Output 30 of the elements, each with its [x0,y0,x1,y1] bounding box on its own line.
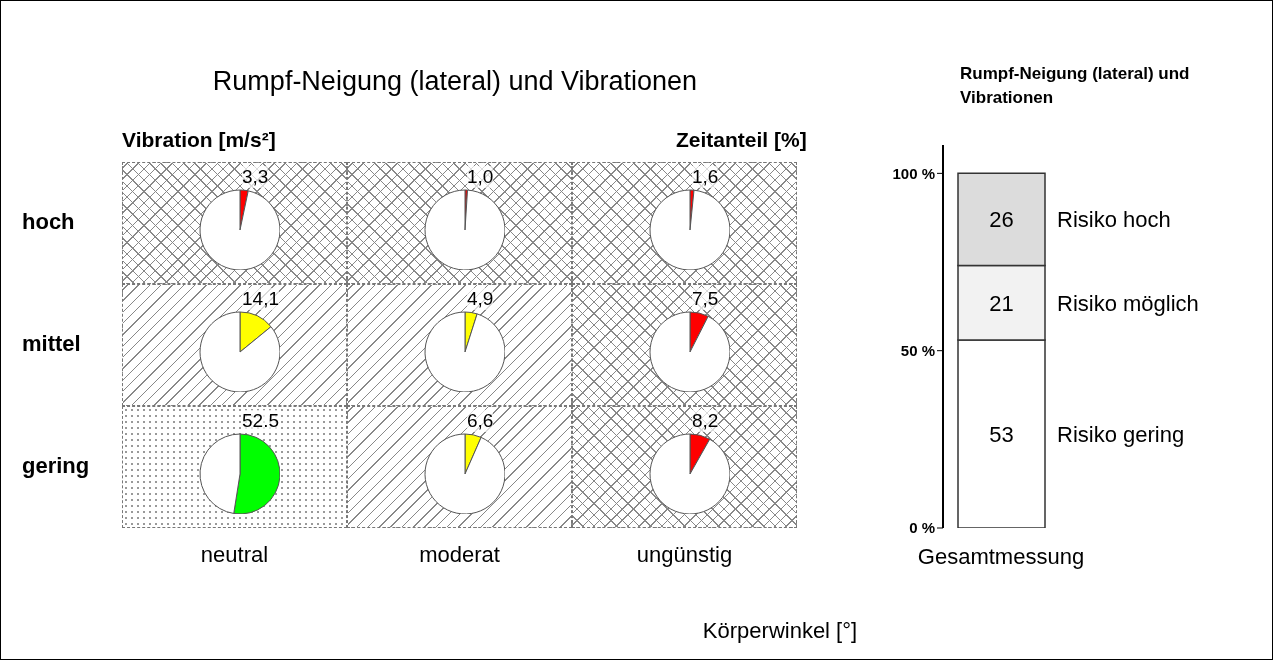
y-tick-label: 0 % [909,519,935,537]
data-label: 7,5 [692,288,719,310]
text: Körperwinkel [°] [701,618,859,644]
series-label: Risiko möglich [1057,290,1199,316]
data-label: 1,6 [692,166,719,188]
category-label: moderat [418,542,501,568]
text: Rumpf-Neigung (lateral) und Vibrationen [211,66,699,97]
category-label: ungünstig [635,542,734,568]
data-label: 3,3 [242,166,269,188]
data-label: 6,6 [467,410,494,432]
series-label: Risiko gering [1057,421,1185,447]
data-label: 21 [989,290,1014,316]
data-label: 52.5 [242,410,279,432]
category-label: mittel [22,331,81,356]
data-label: 8,2 [692,410,719,432]
category-label: gering [22,453,90,478]
y-tick-label: 50 % [900,342,935,360]
category-label: hoch [22,209,75,234]
series-label: Risiko hoch [1057,207,1171,233]
data-label: 14,1 [242,288,279,310]
chart-title: Rumpf-Neigung (lateral) und Vibrationen [960,63,1190,109]
x-tick-label: Gesamtmessung [917,543,1085,569]
data-label: 26 [989,207,1014,233]
data-label: 4,9 [467,288,494,310]
category-label: neutral [199,542,270,568]
y-axis-title: Zeitanteil [%] [676,128,807,152]
data-label: 1,0 [467,166,494,188]
data-label: 53 [989,421,1014,447]
text: Vibration [m/s²] [122,128,276,152]
y-tick-label: 100 % [892,164,935,182]
